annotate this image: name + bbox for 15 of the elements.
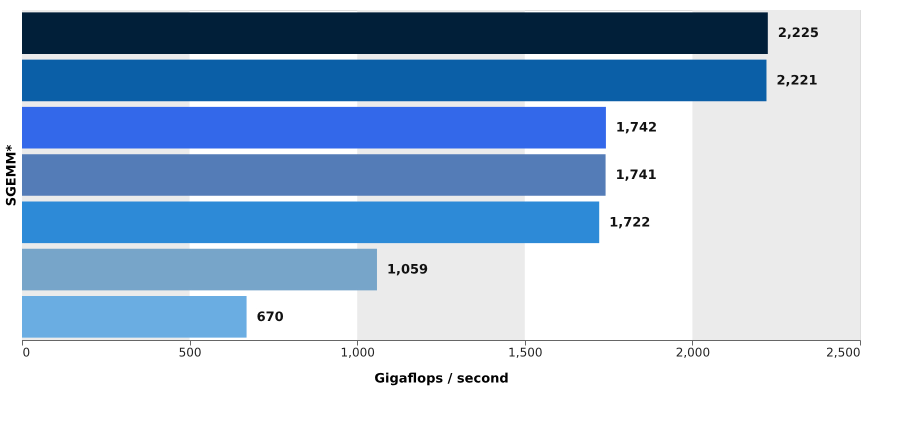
data-label: 1,722	[609, 215, 650, 230]
x-tick-label: 2,500	[826, 346, 860, 360]
x-tick-label: 1,500	[508, 346, 542, 360]
x-tick-label: 2,000	[676, 346, 710, 360]
data-label: 2,225	[778, 26, 819, 42]
y-axis-title: SGEMM*	[4, 144, 20, 206]
x-tick-label: 500	[178, 346, 202, 360]
data-label: 2,221	[776, 73, 818, 88]
data-label: 1,059	[386, 262, 428, 278]
data-label: 1,741	[616, 168, 657, 183]
x-axis-title: Gigaflops / second	[374, 372, 509, 386]
x-tick-label: 0	[22, 346, 30, 360]
x-tick-label: 1,000	[340, 346, 375, 360]
data-label: 1,742	[616, 120, 658, 136]
data-label: 670	[256, 310, 284, 325]
